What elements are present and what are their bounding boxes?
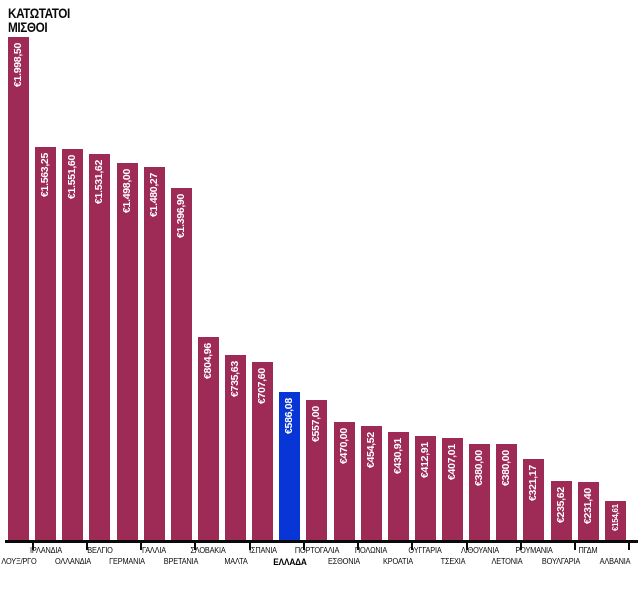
country-label-ΣΛΟΒΑΚΙΑ: ΣΛΟΒΑΚΙΑ (190, 546, 226, 555)
bar-ΕΛΛΑΔΑ: €586,08 (279, 392, 300, 540)
bar-ΒΟΥΛΓΑΡΙΑ: €235,62 (551, 481, 572, 540)
country-label-ΑΛΒΑΝΙΑ: ΑΛΒΑΝΙΑ (599, 557, 631, 566)
country-label-ΡΟΥΜΑΝΙΑ: ΡΟΥΜΑΝΙΑ (515, 546, 553, 555)
bar-ΓΑΛΛΙΑ: €1.480,27 (144, 167, 165, 540)
x-axis-line (5, 540, 638, 543)
axis-tick (140, 540, 142, 550)
value-label: €470,00 (338, 428, 350, 464)
value-label: €154,61 (611, 504, 620, 531)
country-label-ΜΑΛΤΑ: ΜΑΛΤΑ (224, 557, 248, 566)
value-label: €1.396,90 (175, 194, 187, 239)
country-label-ΠΟΡΤΟΓΑΛΙΑ: ΠΟΡΤΟΓΑΛΙΑ (294, 546, 340, 555)
bar-ΟΥΓΓΑΡΙΑ: €412,91 (415, 436, 436, 540)
bar-ΠΟΛΩΝΙΑ: €454,52 (361, 426, 382, 540)
country-label-ΒΕΛΓΙΟ: ΒΕΛΓΙΟ (87, 546, 113, 555)
bar-ΟΛΛΑΝΔΙΑ: €1.551,60 (62, 149, 83, 540)
bar-ΜΑΛΤΑ: €735,63 (225, 355, 246, 540)
country-label-ΛΕΤΟΝΙΑ: ΛΕΤΟΝΙΑ (491, 557, 523, 566)
axis-tick (32, 540, 34, 550)
country-label-ΤΣΕΧΙΑ: ΤΣΕΧΙΑ (440, 557, 466, 566)
axis-tick (86, 540, 88, 550)
value-label: €1.563,25 (39, 153, 51, 198)
bar-ΓΕΡΜΑΝΙΑ: €1.498,00 (117, 163, 138, 540)
country-label-ΕΣΘΟΝΙΑ: ΕΣΘΟΝΙΑ (328, 557, 360, 566)
value-label: €380,00 (500, 450, 512, 486)
bar-ΡΟΥΜΑΝΙΑ: €321,17 (523, 459, 544, 540)
value-label: €412,91 (419, 442, 431, 478)
value-label: €586,08 (283, 398, 295, 434)
chart-title-line2: ΜΙΣΘΟΙ (8, 19, 48, 35)
bar-ΤΣΕΧΙΑ: €407,01 (442, 438, 463, 540)
value-label: €1.551,60 (66, 155, 78, 200)
bar-ΒΕΛΓΙΟ: €1.531,62 (89, 154, 110, 540)
chart-title-line1: ΚΑΤΩΤΑΤΟΙ (8, 5, 70, 21)
axis-tick (520, 540, 522, 550)
axis-tick (249, 540, 251, 550)
value-label: €454,52 (365, 432, 377, 468)
country-label-ΙΡΛΑΝΔΙΑ: ΙΡΛΑΝΔΙΑ (30, 546, 62, 555)
value-label: €735,63 (229, 361, 241, 397)
value-label: €231,40 (582, 488, 594, 524)
axis-tick (357, 540, 359, 550)
bar-ΑΛΒΑΝΙΑ: €154,61 (605, 501, 626, 540)
axis-tick (303, 540, 305, 550)
country-label-ΒΟΥΛΓΑΡΙΑ: ΒΟΥΛΓΑΡΙΑ (541, 557, 581, 566)
value-label: €407,01 (446, 444, 458, 480)
value-label: €235,62 (555, 487, 567, 523)
bar-ΒΡΕΤΑΝΙΑ: €1.396,90 (171, 188, 192, 540)
axis-tick (411, 540, 413, 550)
value-label: €1.998,50 (12, 43, 24, 88)
bar-ΛΕΤΟΝΙΑ: €380,00 (496, 444, 517, 540)
bar-ΛΙΘΟΥΑΝΙΑ: €380,00 (469, 444, 490, 540)
value-label: €707,60 (256, 368, 268, 404)
country-label-ΠΓΔΜ: ΠΓΔΜ (578, 546, 598, 555)
chart-title: ΚΑΤΩΤΑΤΟΙ ΜΙΣΘΟΙ (8, 6, 70, 34)
bar-ΛΟΥΞ/ΡΓΟ: €1.998,50 (8, 37, 29, 540)
country-label-ΓΕΡΜΑΝΙΑ: ΓΕΡΜΑΝΙΑ (109, 557, 145, 566)
bar-ΠΟΡΤΟΓΑΛΙΑ: €557,00 (306, 400, 327, 540)
country-label-ΠΟΛΩΝΙΑ: ΠΟΛΩΝΙΑ (354, 546, 388, 555)
value-label: €1.531,62 (93, 160, 105, 205)
country-label-ΕΛΛΑΔΑ: ΕΛΛΑΔΑ (273, 557, 307, 567)
bar-ΕΣΘΟΝΙΑ: €470,00 (334, 422, 355, 540)
value-label: €380,00 (473, 450, 485, 486)
bar-ΙΣΠΑΝΙΑ: €707,60 (252, 362, 273, 540)
country-label-ΒΡΕΤΑΝΙΑ: ΒΡΕΤΑΝΙΑ (163, 557, 199, 566)
bar-ΠΓΔΜ: €231,40 (578, 482, 599, 540)
country-label-ΓΑΛΛΙΑ: ΓΑΛΛΙΑ (142, 546, 166, 555)
value-label: €430,91 (392, 438, 404, 474)
country-label-ΙΣΠΑΝΙΑ: ΙΣΠΑΝΙΑ (249, 546, 277, 555)
country-label-ΛΟΥΞ/ΡΓΟ: ΛΟΥΞ/ΡΓΟ (1, 557, 37, 566)
axis-tick (466, 540, 468, 550)
axis-tick (574, 540, 576, 550)
value-label: €321,17 (527, 465, 539, 501)
country-label-ΛΙΘΟΥΑΝΙΑ: ΛΙΘΟΥΑΝΙΑ (460, 546, 500, 555)
axis-tick (628, 540, 630, 550)
value-label: €557,00 (310, 406, 322, 442)
country-label-ΚΡΟΑΤΙΑ: ΚΡΟΑΤΙΑ (383, 557, 413, 566)
axis-tick (194, 540, 196, 550)
bar-ΣΛΟΒΑΚΙΑ: €804,96 (198, 337, 219, 540)
value-label: €1.480,27 (148, 173, 160, 218)
value-label: €804,96 (202, 343, 214, 379)
value-label: €1.498,00 (121, 169, 133, 214)
country-label-ΟΥΓΓΑΡΙΑ: ΟΥΓΓΑΡΙΑ (408, 546, 442, 555)
country-label-ΟΛΛΑΝΔΙΑ: ΟΛΛΑΝΔΙΑ (54, 557, 92, 566)
bar-ΚΡΟΑΤΙΑ: €430,91 (388, 432, 409, 540)
bar-ΙΡΛΑΝΔΙΑ: €1.563,25 (35, 147, 56, 540)
